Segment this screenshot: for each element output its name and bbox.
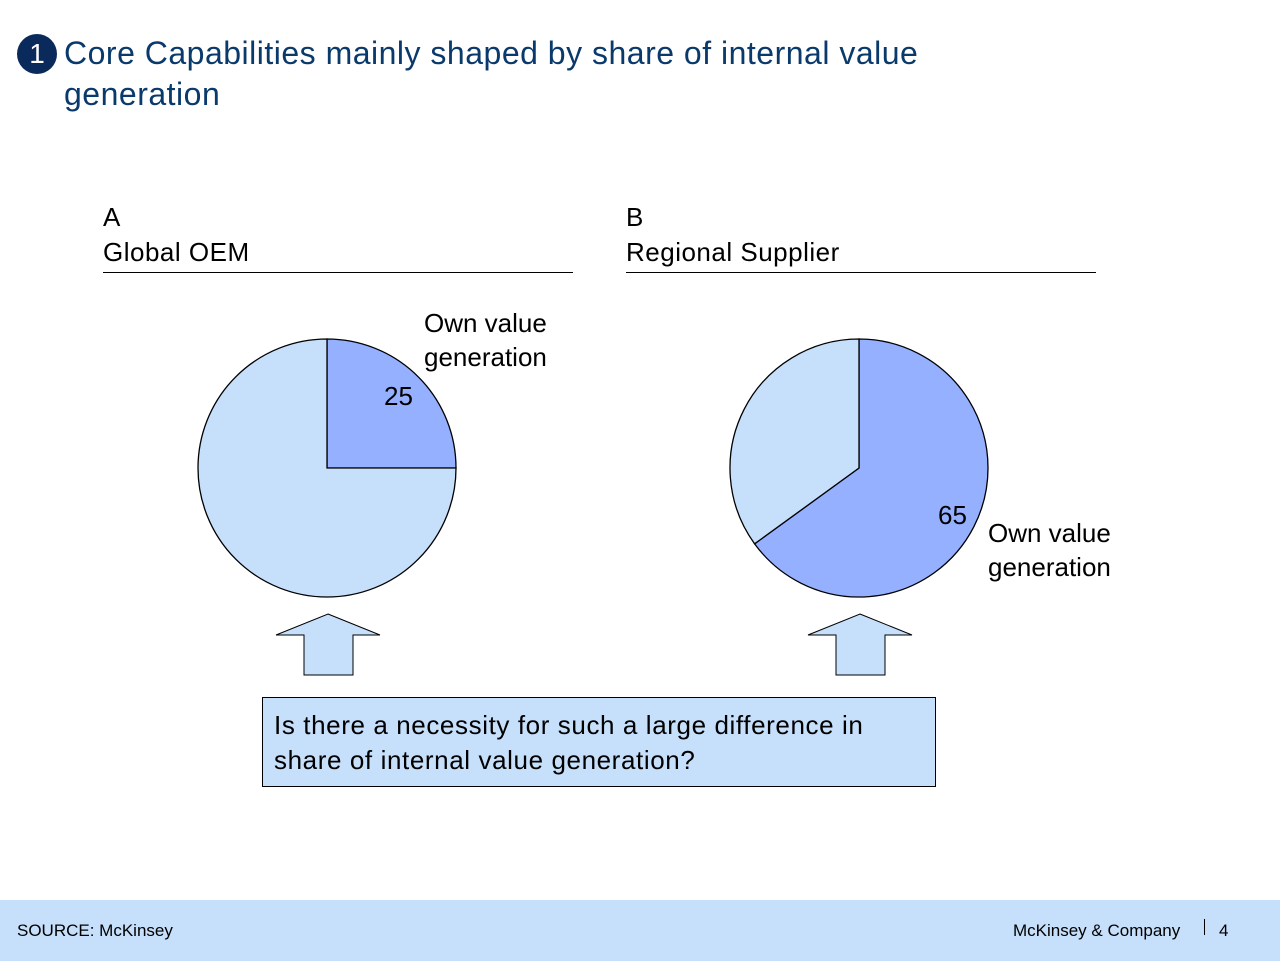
panel-letter: A	[103, 202, 121, 232]
footer-bar	[0, 900, 1280, 961]
panel-title: Global OEM	[103, 237, 250, 267]
pie-slice	[729, 338, 860, 545]
pie-slice	[326, 338, 457, 469]
arrow	[807, 613, 913, 676]
panel-letter: B	[626, 202, 644, 232]
panel-title: Regional Supplier	[626, 237, 840, 267]
title: Core Capabilities mainly shaped by share…	[64, 35, 919, 112]
arrow	[275, 613, 381, 676]
slice-label: Own value generation	[424, 308, 547, 372]
separator	[1204, 919, 1205, 935]
page-number: 4	[1219, 921, 1229, 940]
slice-label: Own value generation	[988, 518, 1111, 582]
value-label: 65	[938, 500, 967, 530]
title-number: 1	[17, 34, 57, 74]
source: SOURCE: McKinsey	[17, 921, 173, 940]
pie-slice	[197, 338, 457, 598]
company: McKinsey & Company	[1013, 921, 1181, 940]
value-label: 25	[384, 381, 413, 411]
callout: Is there a necessity for such a large di…	[262, 697, 936, 787]
panel-label: A Global OEM	[103, 200, 573, 273]
pie-slice	[753, 338, 989, 598]
panel-label: B Regional Supplier	[626, 200, 1096, 273]
